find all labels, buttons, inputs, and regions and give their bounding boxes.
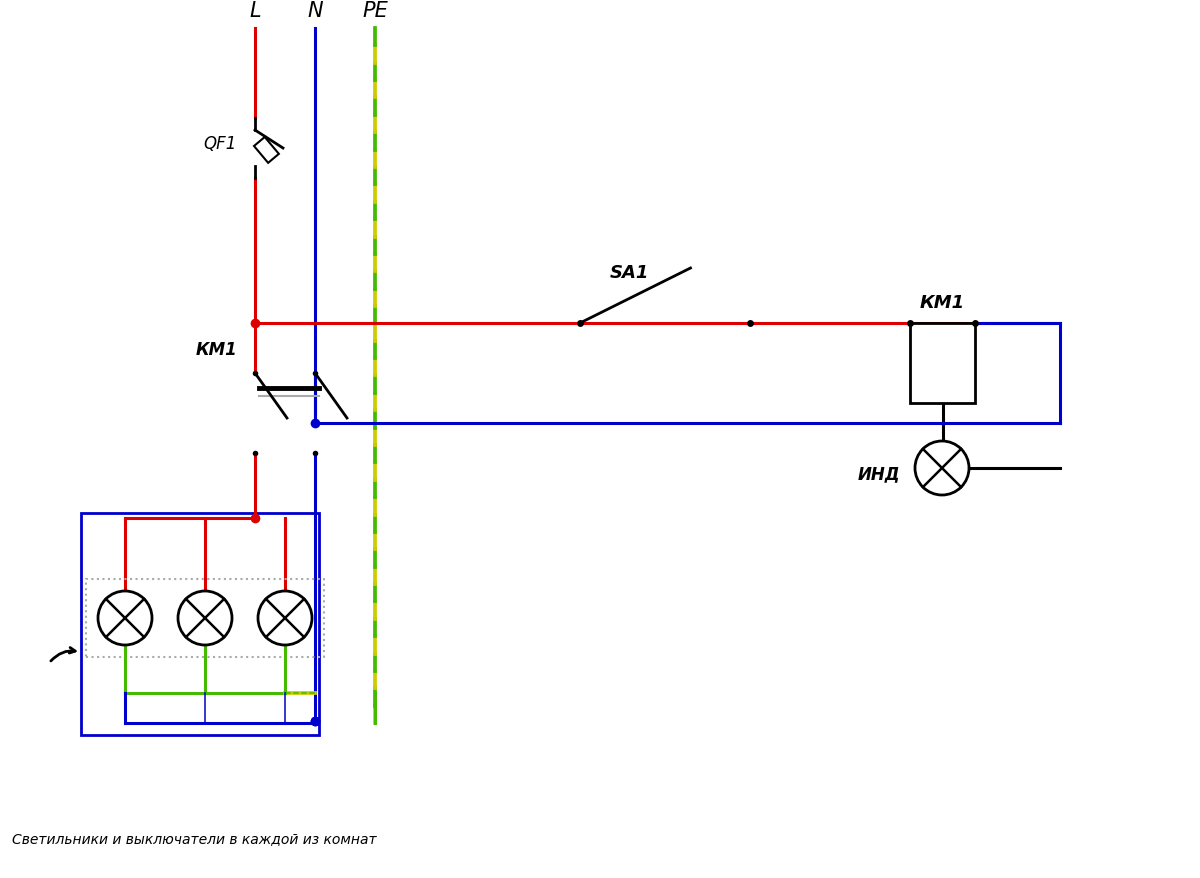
Text: КМ1: КМ1	[196, 341, 236, 358]
Text: N: N	[307, 1, 323, 21]
Bar	[86, 579, 324, 658]
Text: QF1: QF1	[204, 135, 236, 153]
Bar	[910, 324, 974, 404]
Circle shape	[258, 591, 312, 645]
Bar	[82, 514, 319, 735]
Text: ИНД: ИНД	[858, 464, 900, 482]
Circle shape	[98, 591, 152, 645]
Circle shape	[178, 591, 232, 645]
Bar	[254, 138, 278, 163]
Text: PE: PE	[362, 1, 388, 21]
Text: КМ1: КМ1	[920, 293, 965, 312]
Text: Светильники и выключатели в каждой из комнат: Светильники и выключатели в каждой из ко…	[12, 831, 377, 845]
Text: SA1: SA1	[610, 263, 649, 282]
Circle shape	[916, 442, 970, 495]
Text: L: L	[250, 1, 260, 21]
